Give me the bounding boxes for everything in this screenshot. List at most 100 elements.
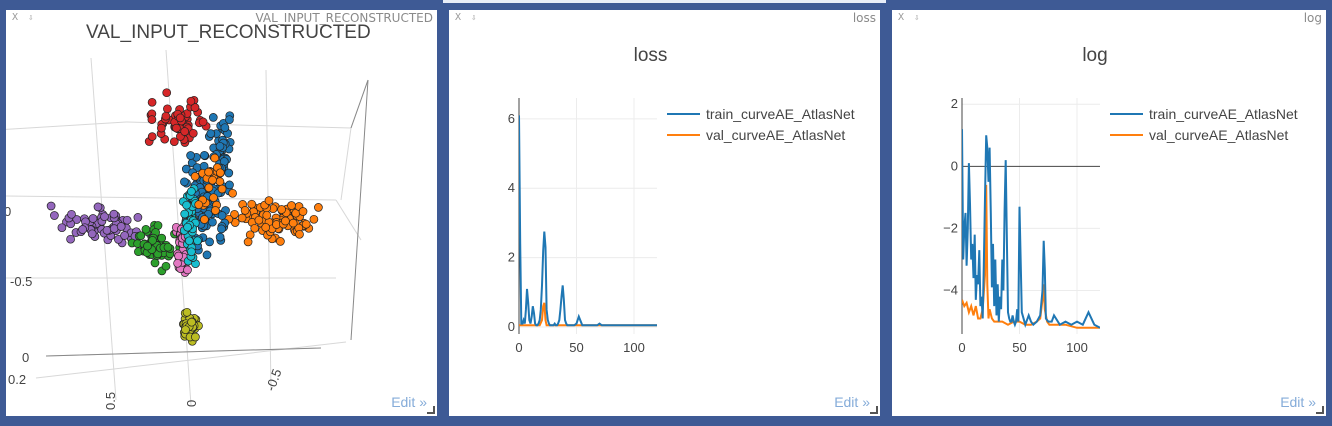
scatter-point <box>193 236 202 246</box>
tick-label: -0.5 <box>10 274 32 289</box>
scatter-point <box>215 168 225 178</box>
pane-loss: X ⇩ loss loss 0 50 100 0 2 4 6 train_curveAE_Atl… <box>449 10 880 416</box>
x-tick-label: 0 <box>515 340 522 355</box>
legend-label[interactable]: train_curveAE_AtlasNet <box>706 106 855 122</box>
tick-label: 0 <box>22 350 29 365</box>
scatter-point <box>136 231 146 241</box>
resize-handle[interactable] <box>427 406 435 414</box>
pin-icon[interactable]: ⇩ <box>914 13 920 23</box>
y-tick-label: −2 <box>943 220 958 235</box>
x-tick-label: 50 <box>569 340 583 355</box>
scatter-point <box>298 207 308 216</box>
scatter-point <box>198 117 208 127</box>
scatter-point <box>67 209 76 219</box>
scatter-point <box>182 307 192 317</box>
top-strip <box>443 0 886 3</box>
scatter-point <box>188 128 198 138</box>
scatter-point <box>309 214 319 224</box>
scatter-point <box>301 219 311 229</box>
pane-bar[interactable]: X ⇩ loss <box>449 10 880 26</box>
legend-label[interactable]: train_curveAE_AtlasNet <box>1149 106 1298 122</box>
scatter-point <box>295 229 304 239</box>
scatter-point <box>217 211 227 220</box>
loss-chart[interactable]: loss 0 50 100 0 2 4 6 train_curveAE_AtlasNet val_… <box>449 10 880 416</box>
scatter-point <box>208 113 218 122</box>
scatter-point <box>169 137 179 147</box>
scatter-point <box>180 127 190 136</box>
scatter-point <box>133 213 143 222</box>
pane-title: log <box>1303 11 1322 25</box>
scatter-point <box>46 201 56 211</box>
series-line <box>962 129 1100 329</box>
pane-bar[interactable]: X ⇩ log <box>892 10 1326 26</box>
resize-handle[interactable] <box>870 406 878 414</box>
scatter-point <box>100 212 109 222</box>
scatter3d-plot[interactable]: VAL_INPUT_RECONSTRUCTED 0 -0.5 0 0.2 0.5… <box>6 10 437 416</box>
x-tick-label: 50 <box>1012 340 1026 355</box>
scatter-point <box>190 172 200 181</box>
tick-label: -0.5 <box>263 367 285 393</box>
pin-icon[interactable]: ⇩ <box>471 13 477 23</box>
scatter-point <box>183 265 192 275</box>
tick-label: 0 <box>6 204 11 219</box>
scatter-point <box>78 225 87 234</box>
scatter-point <box>57 223 67 233</box>
scatter-point <box>148 236 157 245</box>
scatter-point <box>314 203 323 212</box>
chart-title: loss <box>634 45 668 66</box>
scatter-point <box>183 222 192 232</box>
x-tick-label: 100 <box>1066 340 1088 355</box>
pane-title: loss <box>852 11 876 25</box>
legend-label[interactable]: val_curveAE_AtlasNet <box>706 127 845 143</box>
close-icon[interactable]: X <box>12 12 19 23</box>
pane-bar[interactable]: X ⇩ VAL_INPUT_RECONSTRUCTED <box>6 10 437 26</box>
scatter-point <box>237 213 247 223</box>
scatter-point <box>254 215 264 225</box>
scatter-point <box>194 200 204 210</box>
scatter-point <box>204 183 214 193</box>
scatter-point <box>228 188 237 198</box>
y-tick-label: 6 <box>508 111 515 126</box>
scatter-point <box>174 251 183 261</box>
scatter-point <box>208 217 217 227</box>
scatter-point <box>215 177 225 186</box>
edit-link[interactable]: Edit » <box>391 394 427 410</box>
scatter-point <box>120 231 129 240</box>
tick-label: 0 <box>184 400 199 407</box>
scatter-point <box>186 96 196 106</box>
scatter-point <box>187 187 196 196</box>
close-icon[interactable]: X <box>455 12 462 23</box>
scatter-point <box>162 88 172 98</box>
scatter-point <box>66 234 75 244</box>
scatter-point <box>161 111 171 121</box>
scatter-point <box>206 129 216 138</box>
scatter-point <box>247 199 257 209</box>
scatter3d-title: VAL_INPUT_RECONSTRUCTED <box>86 22 371 43</box>
scatter-point <box>187 247 196 257</box>
y-tick-label: 2 <box>508 250 515 265</box>
scatter-point <box>102 225 112 235</box>
y-tick-label: 2 <box>951 96 958 111</box>
scatter-point <box>225 115 234 125</box>
y-tick-label: 4 <box>508 180 515 195</box>
edit-link[interactable]: Edit » <box>834 394 870 410</box>
scatter-point <box>147 115 157 124</box>
scatter-point <box>93 202 103 212</box>
scatter-point <box>204 167 213 177</box>
log-chart[interactable]: log 0 50 100 −4 −2 0 2 train_curveAE_AtlasNetval… <box>892 10 1326 416</box>
y-tick-label: 0 <box>951 158 958 173</box>
scatter-point <box>190 103 200 112</box>
series-line <box>519 115 657 327</box>
scatter-point <box>287 201 296 210</box>
edit-link[interactable]: Edit » <box>1280 394 1316 410</box>
legend-label[interactable]: val_curveAE_AtlasNet <box>1149 127 1288 143</box>
scatter-point <box>281 216 290 226</box>
pin-icon[interactable]: ⇩ <box>28 13 34 23</box>
scatter-point <box>143 241 152 251</box>
close-icon[interactable]: X <box>898 12 905 23</box>
y-tick-label: 0 <box>508 319 515 334</box>
scatter-point <box>50 211 59 220</box>
scatter-point <box>205 237 214 247</box>
resize-handle[interactable] <box>1316 406 1324 414</box>
scatter-point <box>150 258 160 268</box>
